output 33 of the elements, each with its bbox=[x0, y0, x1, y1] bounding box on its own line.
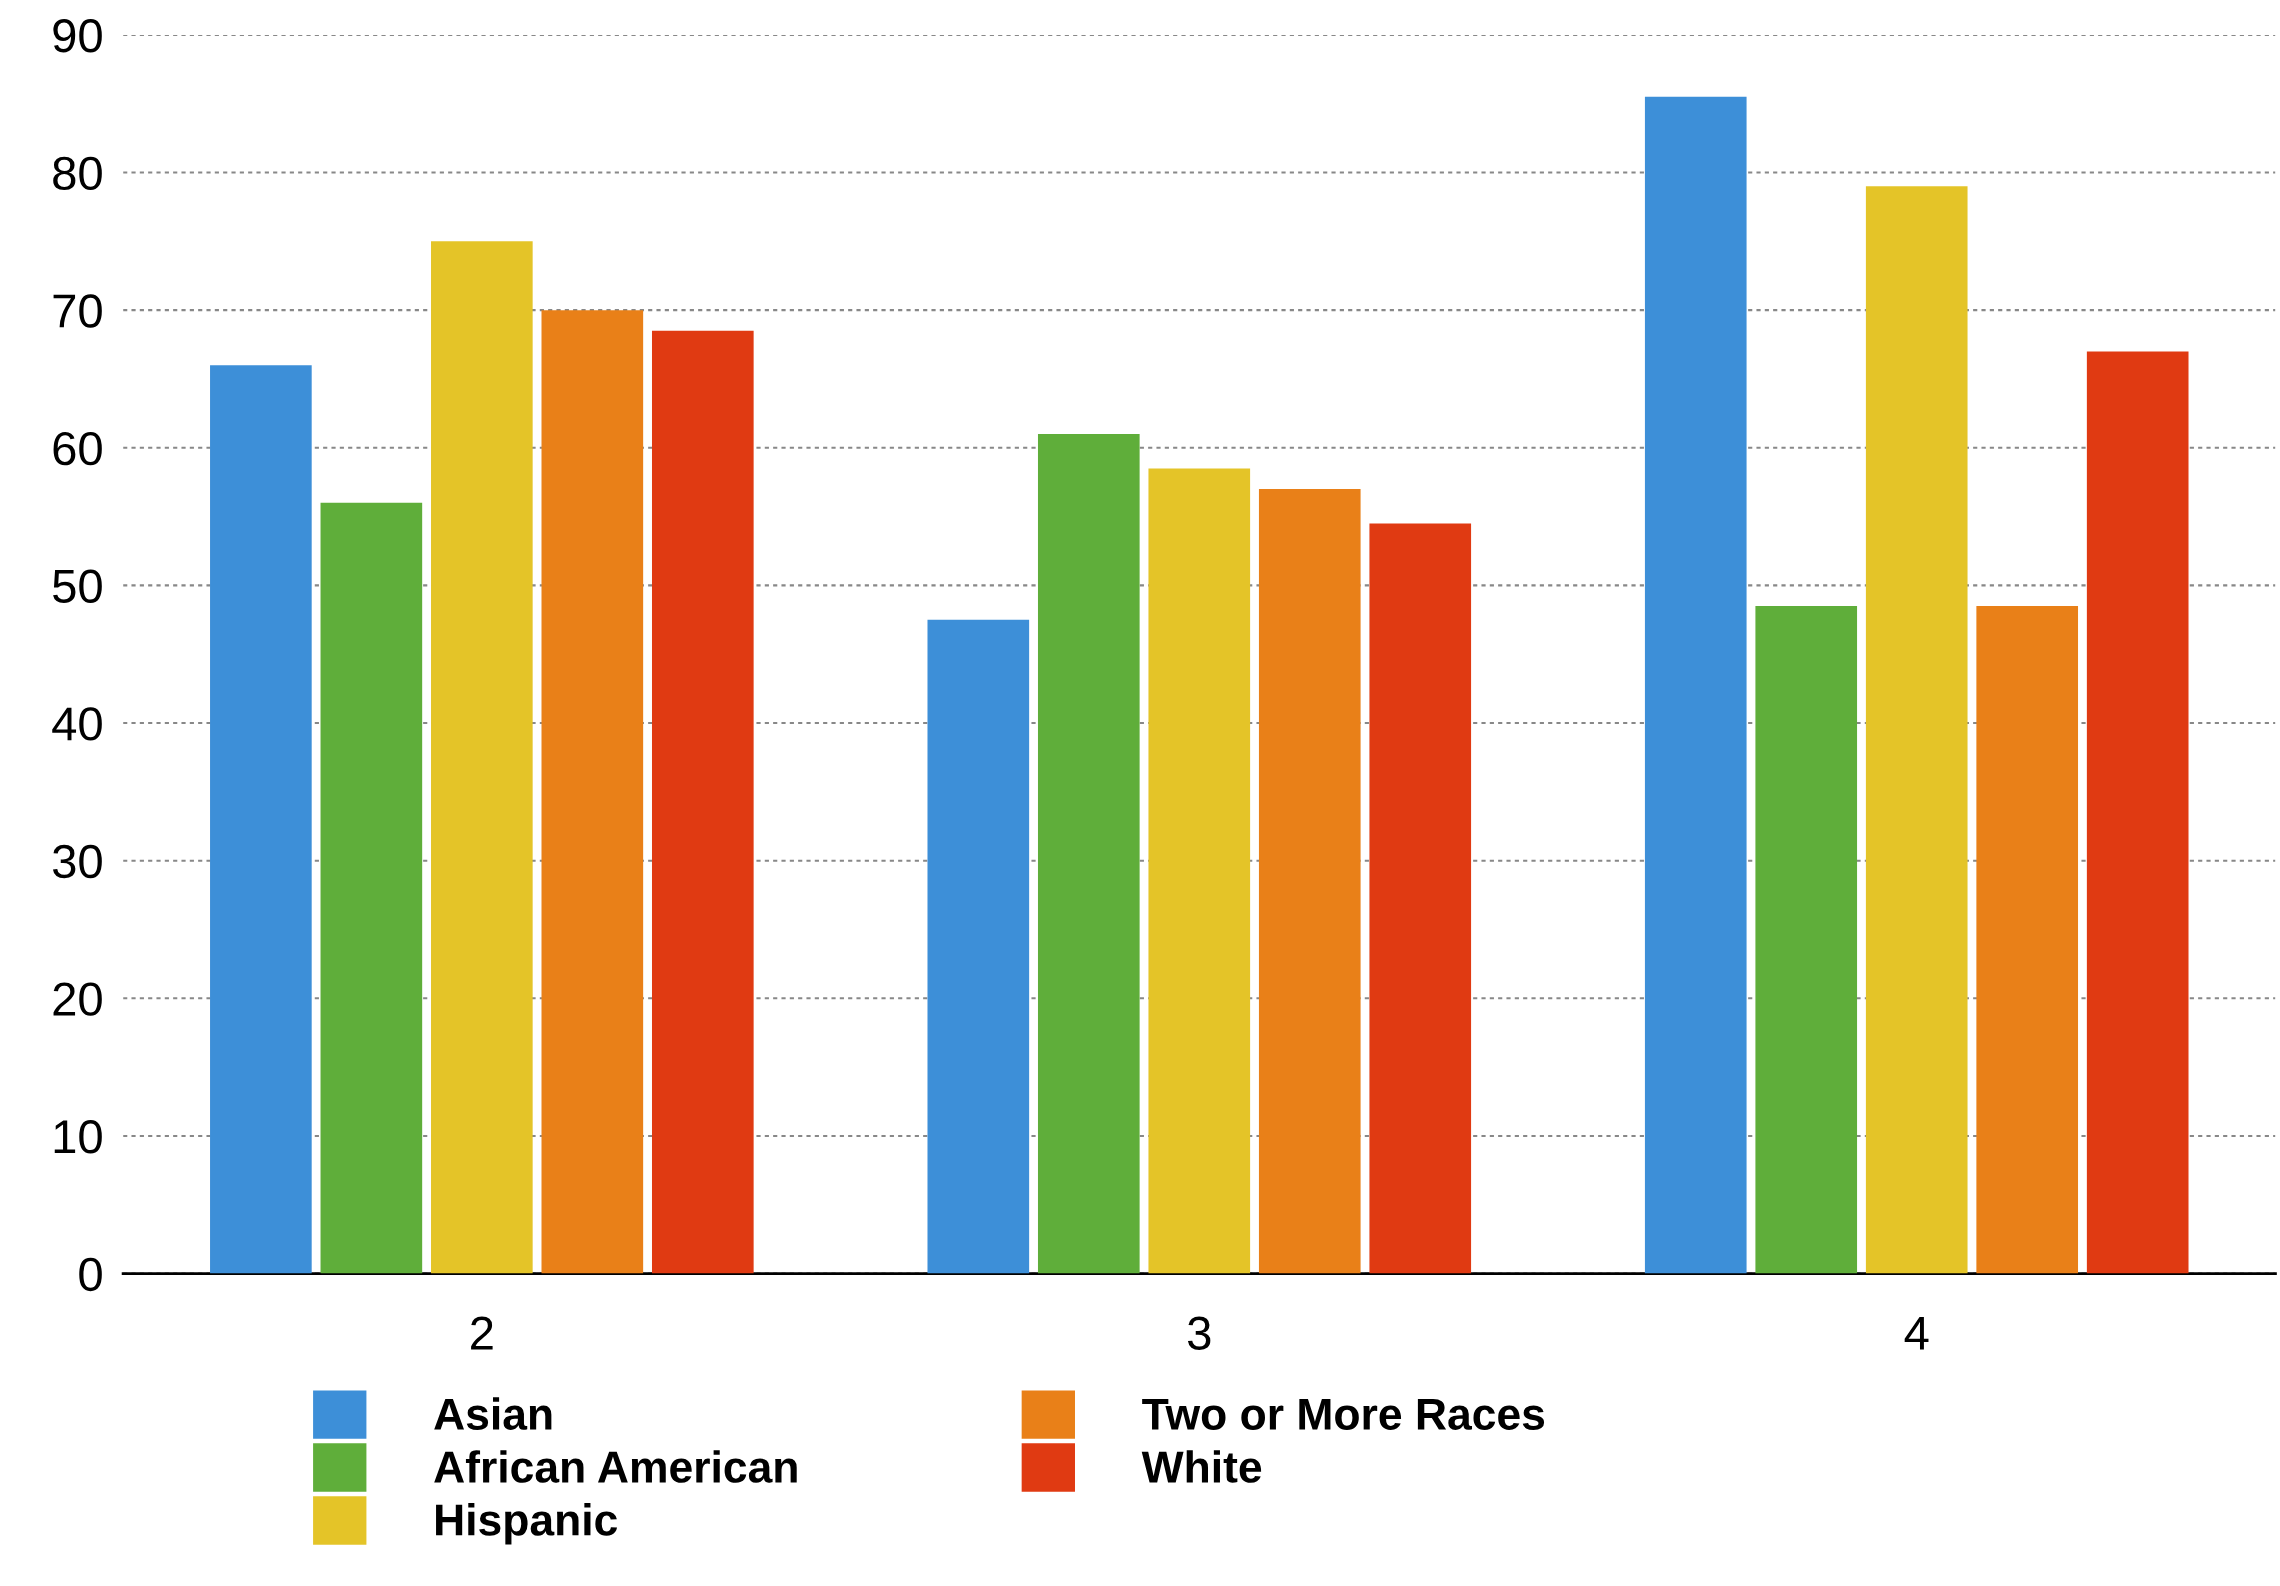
legend-label: Hispanic bbox=[436, 1503, 618, 1545]
y-tick-label: 70 bbox=[53, 294, 102, 328]
x-tick-label: 2 bbox=[471, 1316, 493, 1350]
y-tick-label: 50 bbox=[53, 569, 102, 603]
y-tick-label: 80 bbox=[53, 156, 102, 191]
bar bbox=[1976, 606, 2079, 1274]
bar bbox=[541, 310, 644, 1274]
y-tick-label: 30 bbox=[52, 844, 102, 879]
bar bbox=[651, 330, 754, 1274]
x-tick-label: 3 bbox=[1187, 1316, 1211, 1350]
bar bbox=[927, 619, 1030, 1274]
x-tick-label: 4 bbox=[1904, 1316, 1929, 1350]
y-tick-label: 0 bbox=[79, 1257, 102, 1292]
bar bbox=[431, 241, 533, 1274]
y-tick-label: 40 bbox=[52, 707, 102, 741]
y-tick-label: 60 bbox=[53, 431, 102, 466]
legend-label: White bbox=[1141, 1450, 1262, 1483]
bar bbox=[320, 502, 423, 1274]
bar bbox=[1258, 489, 1361, 1274]
bar bbox=[210, 365, 312, 1274]
bar bbox=[1865, 186, 1968, 1274]
y-tick-label: 90 bbox=[53, 19, 102, 53]
bar bbox=[1644, 96, 1747, 1274]
bar bbox=[2086, 351, 2189, 1274]
legend-label: Asian bbox=[434, 1397, 552, 1430]
y-tick-label: 20 bbox=[53, 982, 102, 1016]
legend-label: African American bbox=[434, 1450, 797, 1483]
bar bbox=[1037, 434, 1140, 1274]
legend-label: Two or More Races bbox=[1142, 1398, 1545, 1430]
y-tick-label: 10 bbox=[54, 1120, 102, 1154]
bar bbox=[1755, 606, 1858, 1274]
bar bbox=[1369, 523, 1472, 1274]
bar bbox=[1148, 468, 1251, 1274]
